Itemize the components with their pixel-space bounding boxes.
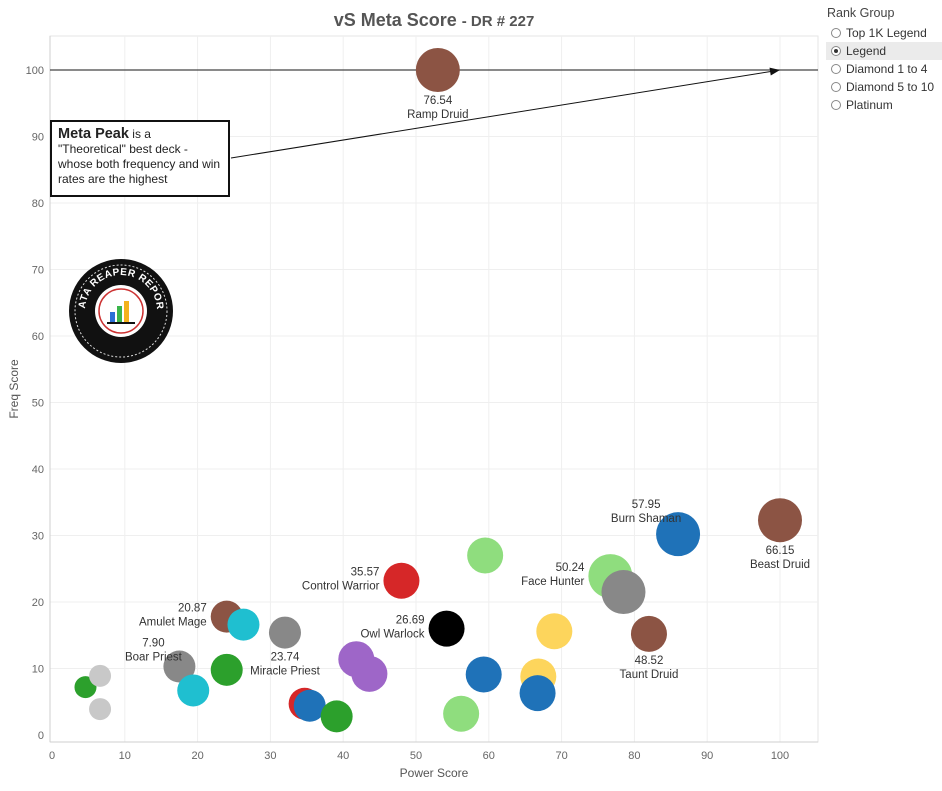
chart-title: vS Meta Score - DR # 227 bbox=[50, 10, 818, 31]
y-tick-label: 40 bbox=[32, 464, 44, 476]
data-point bbox=[320, 700, 353, 733]
meta-peak-annotation: Meta Peak is a "Theoretical" best deck -… bbox=[50, 120, 230, 197]
x-tick-label: 40 bbox=[337, 750, 349, 762]
y-tick-label: 30 bbox=[32, 531, 44, 543]
meta-peak-arrowhead bbox=[769, 67, 780, 76]
data-point bbox=[177, 674, 210, 707]
legend-option-label: Diamond 5 to 10 bbox=[846, 80, 935, 94]
meta-peak-arrow bbox=[230, 70, 775, 159]
data-point bbox=[465, 656, 502, 693]
data-point bbox=[601, 570, 646, 615]
data-point bbox=[351, 655, 388, 692]
legend-option-diamond-5-to-10[interactable]: Diamond 5 to 10 bbox=[826, 78, 942, 96]
data-point-beast-druid bbox=[758, 498, 802, 543]
scatter-chart: 0 10 20 30 40 50 60 70 80 90 100 0 10 20 30 40 50 60 70 80 9… bbox=[7, 35, 819, 780]
data-label-name: Taunt Druid bbox=[620, 669, 679, 681]
data-label-score: 35.57 bbox=[351, 567, 380, 579]
data-label-score: 48.52 bbox=[635, 655, 664, 667]
x-tick-label: 60 bbox=[483, 750, 495, 762]
data-label-score: 57.95 bbox=[632, 499, 661, 511]
rank-group-legend: Rank Group Top 1K Legend Legend Diamond … bbox=[826, 6, 942, 114]
radio-icon bbox=[831, 64, 841, 74]
data-point bbox=[89, 664, 112, 687]
data-point-owl-warlock bbox=[428, 610, 465, 647]
data-point bbox=[89, 698, 112, 721]
data-label-score: 26.69 bbox=[396, 615, 425, 627]
y-tick-label: 0 bbox=[38, 730, 44, 742]
data-point-boar-priest bbox=[163, 650, 196, 683]
data-label-name: Ramp Druid bbox=[407, 109, 468, 121]
data-label-score: 66.15 bbox=[766, 545, 795, 557]
y-tick-label: 60 bbox=[32, 331, 44, 343]
y-tick-label: 90 bbox=[32, 132, 44, 144]
legend-option-diamond-1-to-4[interactable]: Diamond 1 to 4 bbox=[826, 60, 942, 78]
y-tick-label: 20 bbox=[32, 597, 44, 609]
y-tick-label: 100 bbox=[26, 65, 44, 77]
legend-option-label: Diamond 1 to 4 bbox=[846, 62, 928, 76]
data-label-name: Beast Druid bbox=[750, 559, 810, 571]
y-tick-label: 50 bbox=[32, 398, 44, 410]
y-axis-label: Freq Score bbox=[7, 359, 21, 419]
data-point bbox=[467, 537, 504, 574]
x-tick-label: 50 bbox=[410, 750, 422, 762]
legend-option-label: Platinum bbox=[846, 98, 893, 112]
data-point-ramp-druid bbox=[415, 48, 460, 92]
legend-option-label: Top 1K Legend bbox=[846, 26, 927, 40]
chart-title-main: vS Meta Score bbox=[333, 10, 457, 30]
data-point bbox=[536, 613, 573, 650]
radio-icon bbox=[831, 100, 841, 110]
data-label-score: 20.87 bbox=[178, 603, 207, 615]
data-point-taunt-druid bbox=[630, 615, 667, 652]
radio-icon bbox=[831, 46, 841, 56]
data-label-score: 23.74 bbox=[271, 652, 300, 664]
legend-option-label: Legend bbox=[846, 44, 887, 58]
radio-icon bbox=[831, 82, 841, 92]
legend-option-top-1k-legend[interactable]: Top 1K Legend bbox=[826, 24, 942, 42]
data-labels: 76.54 Ramp Druid 66.15 Beast Druid 57.95 Burn… bbox=[125, 95, 810, 681]
data-label-score: 7.90 bbox=[142, 638, 164, 650]
x-tick-label: 90 bbox=[701, 750, 713, 762]
x-tick-label: 20 bbox=[191, 750, 203, 762]
data-point-miracle-priest bbox=[268, 616, 301, 649]
data-label-name: Amulet Mage bbox=[139, 617, 207, 629]
data-label-name: Miracle Priest bbox=[250, 666, 320, 678]
data-label-score: 50.24 bbox=[556, 562, 585, 574]
x-tick-label: 0 bbox=[49, 750, 55, 762]
data-reaper-report-logo: DATA REAPER REPORT bbox=[68, 258, 173, 363]
radio-icon bbox=[831, 28, 841, 38]
y-tick-label: 10 bbox=[32, 664, 44, 676]
data-label-score: 76.54 bbox=[423, 95, 452, 107]
x-tick-label: 70 bbox=[555, 750, 567, 762]
data-point-control-warrior bbox=[383, 562, 420, 599]
data-label-name: Owl Warlock bbox=[360, 629, 424, 641]
data-point bbox=[227, 608, 260, 641]
y-tick-label: 70 bbox=[32, 265, 44, 277]
data-points bbox=[74, 48, 802, 733]
data-point bbox=[519, 675, 556, 712]
data-point bbox=[293, 689, 326, 722]
data-point-burn-shaman bbox=[656, 512, 701, 557]
x-tick-label: 100 bbox=[771, 750, 789, 762]
data-point bbox=[443, 695, 480, 732]
annotation-bold-text: Meta Peak bbox=[58, 126, 129, 142]
annotation-text: is a "Theoretical" best deck - whose bot… bbox=[58, 127, 221, 186]
data-label-name: Boar Priest bbox=[125, 652, 183, 664]
data-label-name: Burn Shaman bbox=[611, 513, 681, 525]
legend-option-legend[interactable]: Legend bbox=[826, 42, 942, 60]
y-tick-label: 80 bbox=[32, 198, 44, 210]
x-tick-label: 30 bbox=[264, 750, 276, 762]
x-tick-label: 10 bbox=[119, 750, 131, 762]
legend-title: Rank Group bbox=[827, 6, 895, 20]
x-axis-label: Power Score bbox=[400, 766, 469, 780]
x-tick-label: 80 bbox=[628, 750, 640, 762]
axes: 0 10 20 30 40 50 60 70 80 90 100 0 10 20 30 40 50 60 70 80 9… bbox=[26, 36, 818, 762]
legend-option-platinum[interactable]: Platinum bbox=[826, 96, 942, 114]
data-label-name: Control Warrior bbox=[302, 581, 380, 593]
data-label-name: Face Hunter bbox=[521, 576, 584, 588]
data-point bbox=[210, 653, 243, 686]
chart-title-sub: - DR # 227 bbox=[461, 13, 535, 30]
